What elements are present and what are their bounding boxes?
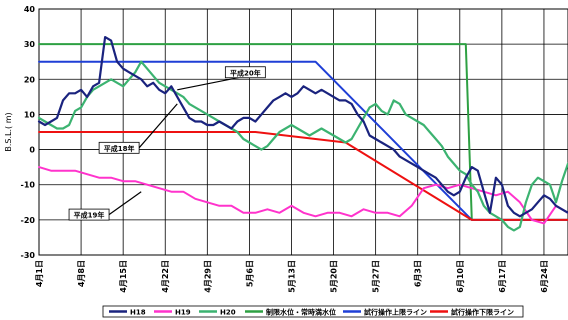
y-tick-label: 30 [24,40,36,49]
series-line-1 [38,166,568,225]
legend-label: H20 [220,309,236,317]
legend: H18 H19 H20 制限水位・常時満水位 試行操作上限ライン 試行操作下限ライン [102,305,524,318]
annotation-box [68,208,110,221]
x-tick-label: 6月3日 [414,260,423,287]
x-tick-label: 6月24日 [540,260,549,293]
annotation-leader [138,103,178,149]
annotation-label: 平成19年 [74,211,105,220]
legend-label: H18 [130,309,146,317]
y-tick-label: 0 [29,146,35,155]
legend-label: 制限水位・常時満水位 [266,308,336,317]
annotation-leader [108,191,142,216]
x-tick-label: 4月1日 [35,260,44,287]
x-axis-ticks: 4月1日 4月8日 4月15日 4月22日 4月29日 5月6日 5月13日 5月20日 5月2… [35,260,549,293]
legend-box [102,305,524,318]
x-tick-label: 4月22日 [161,260,170,293]
y-tick-label: -20 [21,216,36,225]
legend-label: H19 [175,309,191,317]
x-tick-label: 6月10日 [456,260,465,293]
annotation-label: 平成18年 [104,144,135,153]
annotation-box [224,66,266,79]
x-tick-label: 4月15日 [119,260,128,293]
y-tick-label: -10 [21,181,36,190]
series-line-0 [37,35,568,218]
x-tick-label: 5月13日 [287,260,296,293]
y-axis-label: B.S.L.( m) [4,112,13,151]
y-tick-label: 10 [24,110,36,119]
y-axis-ticks: 40 30 20 10 0 -10 -20 -30 [21,5,36,260]
x-tick-label: 4月8日 [77,260,86,287]
annotation-label: 平成20年 [230,68,261,77]
x-tick-label: 4月29日 [203,260,212,293]
series-lines [37,35,568,232]
x-tick-label: 5月6日 [245,260,254,287]
y-tick-label: 40 [24,5,36,14]
annotation-box [98,141,140,154]
x-tick-label: 5月27日 [372,260,381,293]
y-tick-label: 20 [24,75,36,84]
x-tick-label: 5月20日 [330,260,339,293]
legend-label: 試行操作下限ライン [451,308,514,317]
legend-label: 試行操作上限ライン [364,308,427,317]
series-line-2 [37,60,568,232]
x-tick-label: 6月17日 [498,260,507,293]
y-tick-label: -30 [21,251,36,260]
